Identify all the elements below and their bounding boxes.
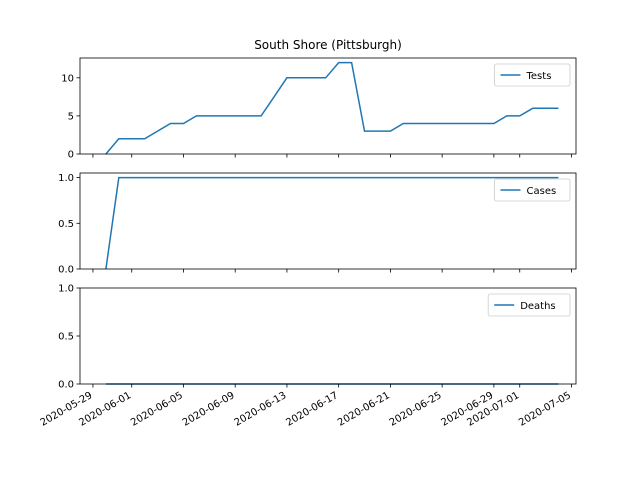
panel-tests: 0 5 10 Tests — [61, 57, 577, 161]
legend-label: Cases — [527, 186, 557, 197]
x-tick-label: 2020-06-09 — [181, 390, 237, 429]
y-tick-label: 0.0 — [58, 265, 74, 276]
x-tick-label: 2020-07-05 — [517, 390, 573, 429]
axes-frame — [79, 172, 577, 270]
y-tick-label: 0 — [68, 150, 74, 161]
panel-deaths: 0.0 0.5 1.0 Deaths — [58, 284, 577, 391]
y-tick-label: 1.0 — [58, 284, 74, 295]
axes-frame — [79, 57, 577, 155]
y-tick-label: 1.0 — [58, 173, 74, 184]
x-tick-label: 2020-06-05 — [129, 390, 185, 429]
y-tick-label: 5 — [68, 111, 74, 122]
y-tick-label: 10 — [61, 73, 74, 84]
y-tick-label: 0.5 — [58, 332, 74, 343]
x-tick-label: 2020-06-13 — [233, 390, 289, 429]
legend-box — [494, 178, 571, 202]
chart-title: South Shore (Pittsburgh) — [254, 38, 402, 52]
x-tick-label: 2020-06-17 — [284, 390, 340, 429]
series-line-tests — [105, 61, 559, 155]
legend-box — [487, 293, 571, 317]
legend-label: Tests — [526, 71, 552, 82]
series-line-cases — [105, 176, 559, 270]
panel-cases: 0.0 0.5 1.0 Cases — [58, 172, 577, 276]
y-tick-label: 0.0 — [58, 380, 74, 391]
x-tick-label: 2020-06-21 — [336, 390, 392, 429]
x-tick-label: 2020-06-25 — [388, 390, 444, 429]
legend-box — [494, 63, 571, 87]
y-tick-label: 0.5 — [58, 219, 74, 230]
legend-label: Deaths — [520, 301, 555, 312]
